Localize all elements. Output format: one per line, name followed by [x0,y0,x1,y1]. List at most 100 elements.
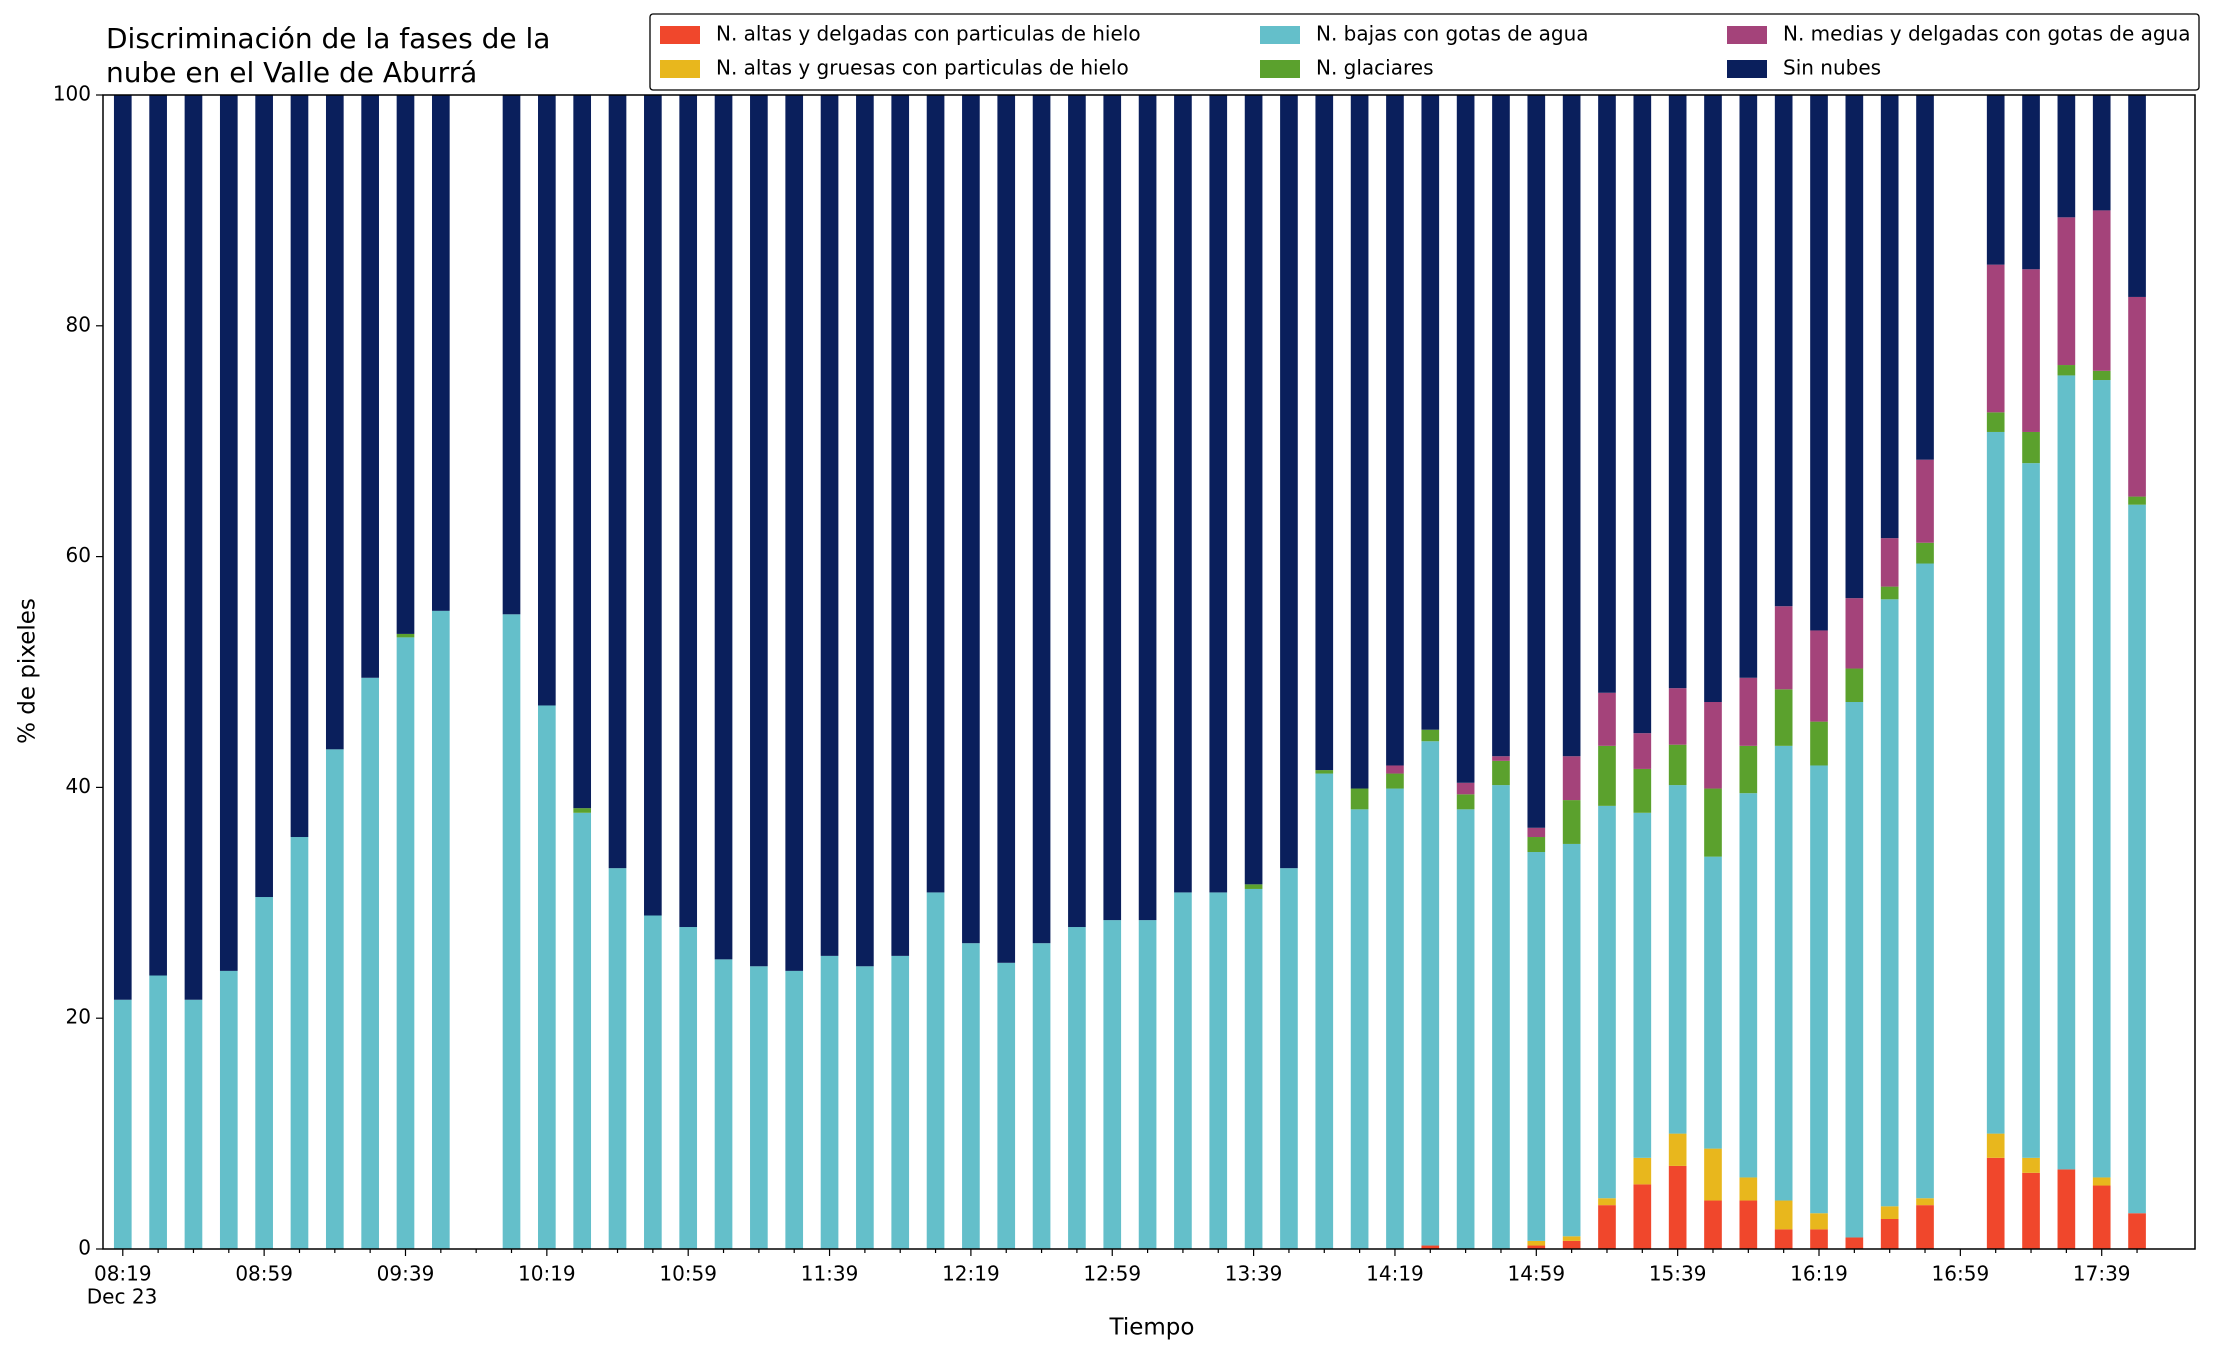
bar-segment [1845,95,1864,599]
bar-segment [997,962,1016,1249]
x-tick-label: 14:19 [1366,1262,1424,1286]
bar-segment [1598,805,1616,1199]
bar-segment [785,970,804,1249]
bar-segment [785,95,804,971]
bar-segment [1350,95,1369,789]
bar-segment [1880,95,1899,539]
bar-segment [1986,95,2005,265]
bar-segment [2092,380,2111,1178]
bar-segment [962,943,980,1249]
bar-segment [2092,95,2111,211]
bar-segment [750,95,768,967]
bar-segment [1880,538,1899,587]
bar-segment [1315,770,1334,774]
bar-segment [396,637,415,1249]
bar-segment [1810,95,1828,631]
bar-segment [2128,1213,2146,1249]
bar-segment [1492,760,1510,786]
y-tick-label: 40 [66,774,91,798]
bar-segment [1845,1237,1864,1249]
legend-label: N. glaciares [1316,56,1434,80]
bar-segment [1880,599,1899,1207]
bar-segment [1810,1213,1828,1230]
bar-segment [1527,1245,1546,1249]
bar-segment [1456,794,1475,810]
bar-segment [714,959,733,1249]
bar-segment [2128,296,2146,497]
bar-segment [1386,765,1404,774]
bar-segment [1103,95,1122,921]
x-tick-label: 10:59 [659,1262,717,1286]
bar-segment [1916,95,1934,460]
legend-label: N. bajas con gotas de agua [1316,22,1589,46]
bar-segment [2057,365,2076,376]
bar-segment [1810,765,1828,1214]
legend-label: N. medias y delgadas con gotas de agua [1783,22,2191,46]
bar-segment [2057,375,2076,1170]
bar-segment [1350,788,1369,810]
bar-segment [361,95,379,678]
x-tick-label: 08:19 [94,1262,152,1286]
bar-segment [219,95,238,971]
bar-segment [290,837,309,1249]
bar-segment [1916,1198,1934,1206]
bar-segment [573,812,592,1249]
bar-segment [1845,668,1864,703]
legend-box [649,13,2200,91]
chart-title: Discriminación de la fases de la [106,22,550,55]
bar-segment [113,95,132,1000]
bar-segment [856,966,874,1249]
bar-segment [538,95,556,706]
bar-segment [1138,95,1157,921]
bar-segment [1527,837,1546,853]
bar-segment [1986,431,2005,1134]
bar-segment [1774,689,1793,746]
bar-segment [255,95,273,898]
legend-label: Sin nubes [1783,56,1881,80]
bar-segment [1244,95,1263,885]
x-tick-label: 09:39 [377,1262,435,1286]
x-tick-label: 13:39 [1225,1262,1283,1286]
bar-segment [1704,702,1722,789]
bar-segment [1986,264,2005,413]
y-axis-label: % de pixeles [15,598,41,744]
bar-segment [1209,892,1228,1249]
bar-segment [1598,692,1616,746]
bar-segment [1774,1229,1793,1249]
bar-segment [1986,1133,2005,1158]
bar-segment [1456,782,1475,795]
bar-segment [926,95,945,893]
x-tick-label: 15:39 [1649,1262,1707,1286]
bar-segment [1350,809,1369,1249]
bar-segment [361,677,379,1249]
bar-segment [1774,745,1793,1201]
bar-segment [1492,785,1510,1249]
y-tick-label: 100 [53,82,91,106]
bar-segment [1421,1245,1440,1249]
legend-label: N. altas y gruesas con particulas de hie… [716,56,1129,80]
bar-segment [1103,920,1122,1249]
bar-segment [1386,95,1404,766]
bar-segment [1456,809,1475,1249]
bar-segment [1916,542,1934,564]
bar-segment [1739,1200,1758,1249]
bar-segment [2022,463,2040,1158]
bar-segment [1492,756,1510,761]
bar-segment [1739,677,1758,746]
bar-segment [962,95,980,944]
bar-segment [431,95,450,611]
bar-segment [2057,217,2076,366]
bar-segment [1562,1236,1581,1241]
bar-segment [149,975,167,1249]
bar-segment [1280,868,1298,1249]
bar-segment [502,614,521,1249]
bar-segment [1280,95,1298,869]
bar-segment [1633,95,1652,734]
bar-segment [926,892,945,1249]
x-tick-label: 10:19 [518,1262,576,1286]
legend-swatch [1260,26,1300,44]
bar-segment [1244,888,1263,1249]
bar-segment [1633,768,1652,813]
bar-segment [1880,586,1899,600]
